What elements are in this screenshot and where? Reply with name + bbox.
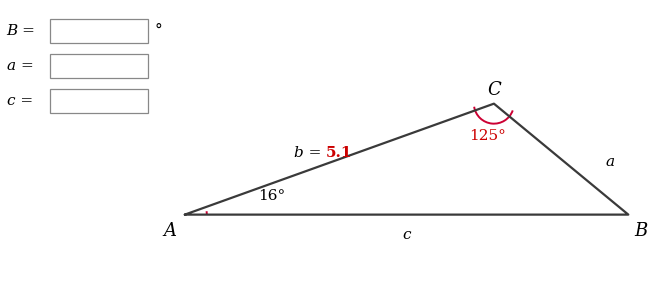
Text: 125°: 125° (469, 129, 505, 143)
Text: c =: c = (7, 94, 33, 108)
Bar (50, 54, 148, 78)
Text: b =: b = (294, 146, 326, 160)
Text: 16°: 16° (259, 189, 286, 203)
Text: C: C (487, 81, 501, 99)
Text: a =: a = (7, 59, 34, 73)
Bar (50, 19, 148, 43)
Text: c: c (403, 228, 411, 242)
Text: B =: B = (7, 24, 36, 38)
Text: B: B (634, 222, 647, 240)
Text: a: a (605, 155, 615, 169)
Bar (50, 89, 148, 113)
Text: A: A (163, 222, 177, 240)
Text: °: ° (155, 23, 163, 38)
Text: 5.1: 5.1 (326, 146, 352, 160)
